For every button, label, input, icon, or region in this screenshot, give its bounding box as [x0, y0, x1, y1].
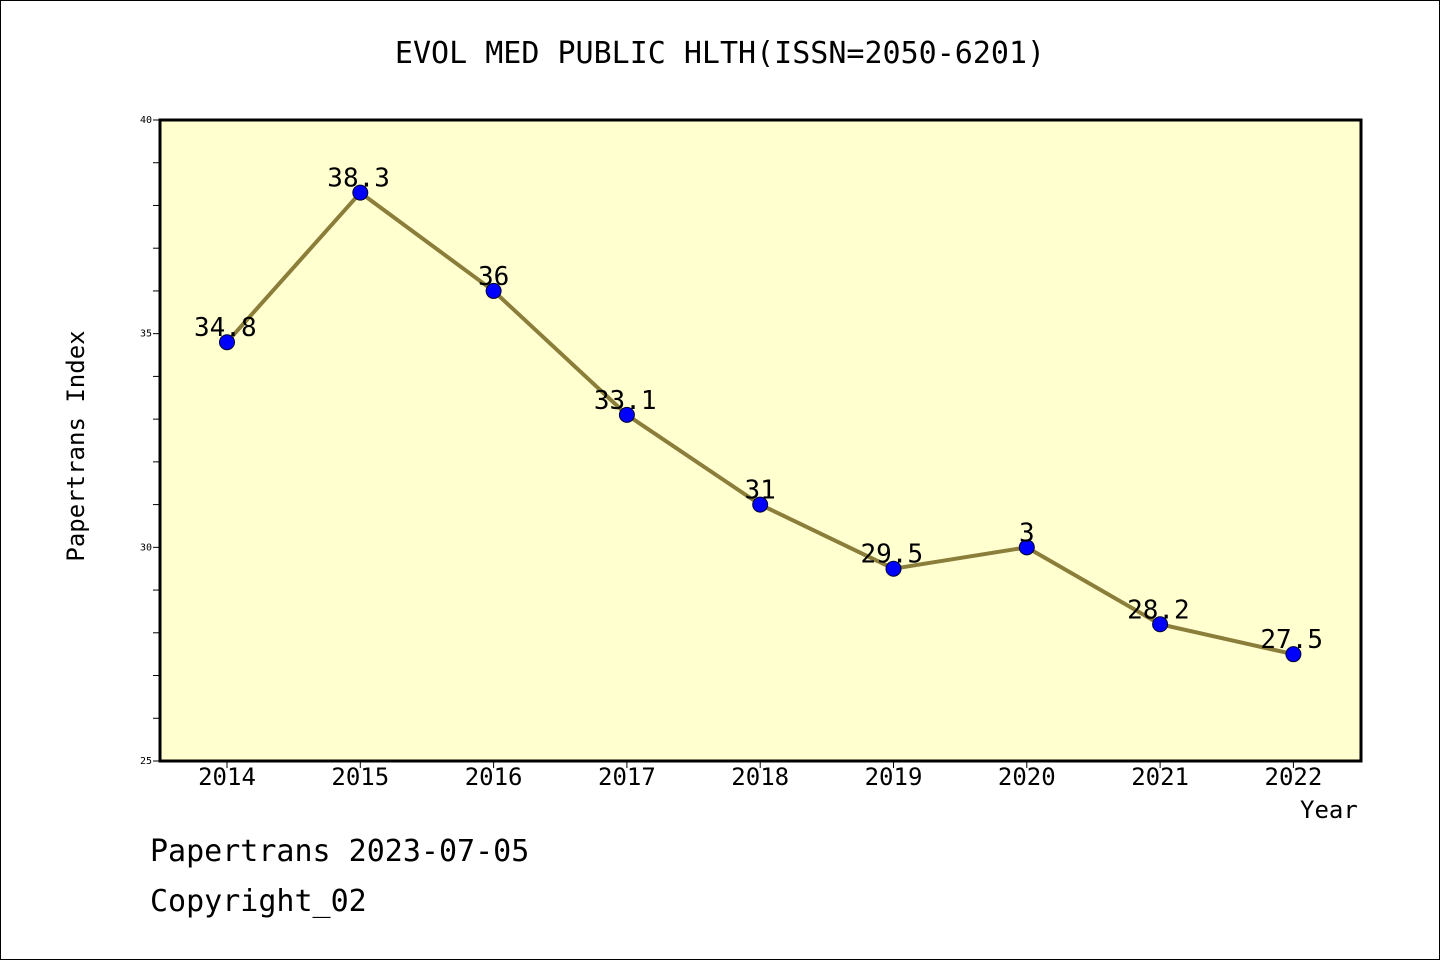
x-axis: 2014 2015 2016 2017 2018 2019 2020 2021 2022	[198, 761, 1322, 791]
data-label: 27.5	[1260, 625, 1323, 655]
x-tick-label: 2014	[198, 763, 256, 791]
series-group	[219, 184, 1302, 663]
data-label: 38.3	[327, 164, 390, 194]
y-tick-label: 35	[140, 329, 152, 340]
y-tick-label: 25	[140, 756, 152, 767]
x-tick-label: 2020	[998, 763, 1056, 791]
y-axis-label: Papertrans Index	[62, 330, 90, 562]
x-tick-label: 2021	[1131, 763, 1189, 791]
data-point	[1285, 646, 1302, 663]
x-tick-label: 2022	[1265, 763, 1323, 791]
data-label: 3	[1019, 518, 1035, 548]
footer-copyright: Copyright_02	[150, 884, 367, 919]
data-point	[485, 282, 502, 299]
x-tick-label: 2016	[465, 763, 523, 791]
data-point	[219, 334, 235, 351]
x-axis-label: Year	[1300, 796, 1358, 824]
y-tick-label: 30	[140, 542, 152, 553]
footer-date: Papertrans 2023-07-05	[150, 834, 530, 869]
x-tick-label: 2017	[598, 763, 656, 791]
y-tick-label: 40	[140, 115, 152, 126]
data-point	[885, 560, 902, 577]
data-label: 31	[745, 476, 776, 506]
data-point	[1018, 539, 1035, 556]
data-label: 29.5	[861, 540, 924, 570]
x-tick-label: 2018	[731, 763, 789, 791]
data-label: 34.8	[194, 313, 257, 343]
x-tick-label: 2015	[331, 763, 389, 791]
chart-title: EVOL MED PUBLIC HLTH(ISSN=2050-6201)	[394, 36, 1046, 71]
y-axis: 25 30 35 40	[140, 115, 160, 767]
data-labels: 34.8 38.3 36 33.1 31 29.5 3 28.2 27.5	[194, 164, 1323, 656]
data-point	[1152, 616, 1169, 633]
data-point	[752, 496, 769, 513]
data-label: 33.1	[594, 386, 657, 416]
data-point	[618, 406, 635, 423]
data-point	[352, 184, 369, 201]
plot-area	[158, 118, 1363, 763]
data-label: 28.2	[1127, 595, 1190, 625]
data-label: 36	[478, 262, 509, 292]
x-tick-label: 2019	[865, 763, 923, 791]
